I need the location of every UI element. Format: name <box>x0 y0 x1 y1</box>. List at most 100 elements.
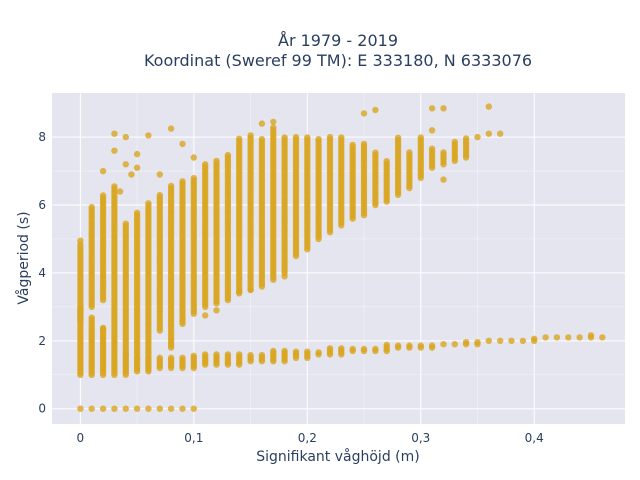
data-point <box>428 127 436 134</box>
y-tick-label: 4 <box>38 266 46 280</box>
chart-title-line1: År 1979 - 2019 <box>278 31 398 50</box>
data-point <box>190 154 197 161</box>
data-point <box>247 351 254 359</box>
data-point <box>156 171 163 178</box>
data-point <box>360 110 368 117</box>
data-point <box>202 351 209 358</box>
data-point <box>406 342 413 349</box>
data-point <box>326 345 334 352</box>
data-point <box>304 134 311 141</box>
x-tick-label: 0,4 <box>525 431 544 445</box>
y-axis-ticks: 0 2 4 6 8 <box>38 130 46 416</box>
data-point <box>428 105 436 112</box>
data-point <box>531 335 538 342</box>
data-point <box>213 307 220 314</box>
data-point <box>111 405 118 412</box>
data-point <box>133 405 141 412</box>
x-tick-label: 0,2 <box>298 431 317 445</box>
data-point <box>326 133 334 141</box>
data-point <box>179 405 186 412</box>
data-point <box>428 145 436 152</box>
data-point <box>133 209 141 216</box>
x-axis-ticks: 0 0,1 0,2 0,3 0,4 <box>77 431 544 445</box>
data-point <box>167 182 175 190</box>
data-point <box>440 176 447 183</box>
data-point <box>122 405 129 412</box>
data-point <box>497 337 504 344</box>
data-point <box>338 134 345 141</box>
data-point <box>292 133 300 141</box>
data-point <box>213 351 220 358</box>
data-point <box>156 405 163 412</box>
data-point <box>519 337 527 344</box>
data-point <box>145 132 152 139</box>
data-point <box>599 334 606 341</box>
data-point <box>99 167 107 175</box>
y-tick-label: 8 <box>38 130 46 144</box>
data-point <box>224 351 232 358</box>
data-point <box>133 150 141 158</box>
data-point <box>116 188 124 195</box>
data-point <box>462 135 470 142</box>
data-point <box>179 178 186 185</box>
data-point <box>224 151 232 159</box>
data-point <box>417 342 424 349</box>
data-point <box>406 149 413 156</box>
data-point <box>462 339 470 346</box>
data-point <box>383 341 390 349</box>
data-point <box>247 132 254 139</box>
data-point <box>270 118 277 126</box>
data-point <box>99 325 107 333</box>
data-point <box>99 405 107 412</box>
data-point <box>281 134 288 141</box>
data-point <box>88 314 95 321</box>
data-point <box>451 341 458 348</box>
data-point <box>428 342 436 349</box>
data-point <box>315 136 322 143</box>
chart-title-line2: Koordinat (Sweref 99 TM): E 333180, N 63… <box>144 51 532 70</box>
data-point <box>190 175 197 182</box>
data-point <box>497 130 504 137</box>
data-point <box>213 157 220 165</box>
data-point <box>417 134 424 141</box>
data-point <box>440 105 447 112</box>
data-points <box>77 103 606 412</box>
data-point <box>88 405 95 412</box>
data-point <box>576 334 583 341</box>
data-point <box>77 405 84 412</box>
data-point <box>128 171 135 178</box>
data-point <box>360 140 368 148</box>
data-point <box>394 342 402 349</box>
data-point <box>474 133 481 141</box>
data-point <box>258 120 266 127</box>
data-point <box>202 161 209 168</box>
x-tick-label: 0 <box>77 431 85 445</box>
y-tick-label: 2 <box>38 334 46 348</box>
data-point <box>451 138 458 146</box>
data-point <box>133 164 141 171</box>
data-point <box>156 192 163 199</box>
data-point <box>258 136 266 143</box>
data-point <box>281 347 288 355</box>
data-point <box>394 134 402 141</box>
data-point <box>372 149 379 156</box>
data-point <box>190 405 197 412</box>
data-point <box>440 341 447 348</box>
data-point <box>372 345 379 353</box>
data-point <box>587 332 595 339</box>
data-point <box>111 183 118 190</box>
data-point <box>179 140 186 148</box>
data-point <box>77 237 84 244</box>
data-point <box>122 220 129 227</box>
data-point <box>292 348 300 355</box>
data-point <box>122 161 129 168</box>
data-point <box>474 339 481 346</box>
y-tick-label: 0 <box>38 402 46 416</box>
data-point <box>202 312 209 319</box>
data-point <box>553 334 561 341</box>
data-point <box>88 203 95 211</box>
data-point <box>372 106 379 114</box>
data-point <box>508 337 515 344</box>
data-point <box>99 192 107 199</box>
